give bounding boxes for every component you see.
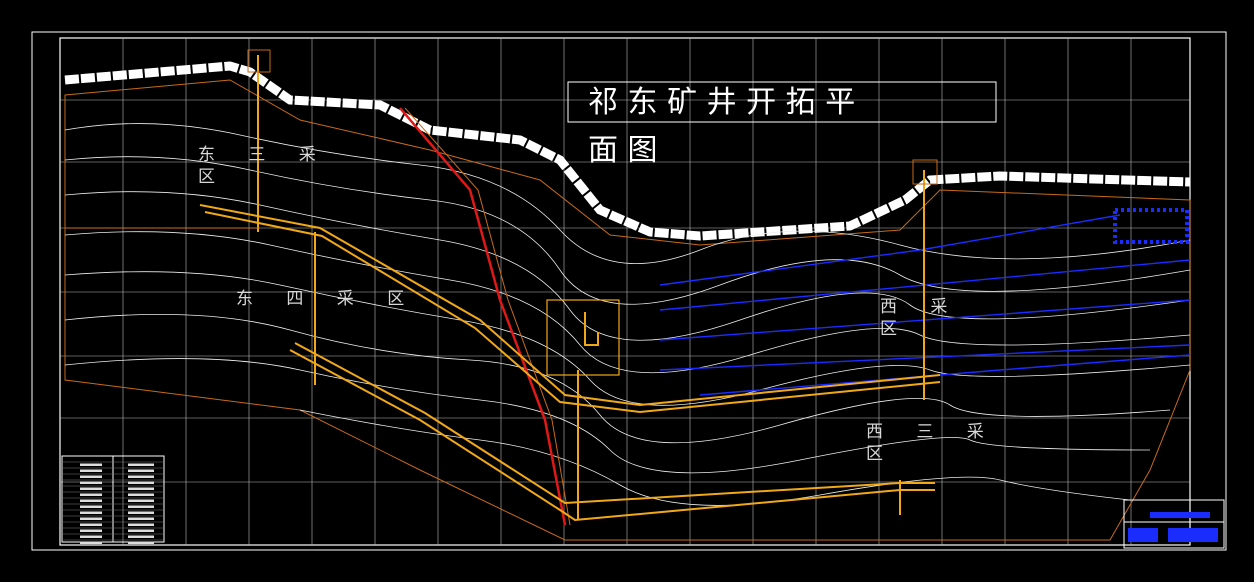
legend-cell [80, 541, 102, 544]
area-label: 西 三 采 [866, 422, 998, 442]
area-labels: 东 三 采区东 四 采 区西 采区西 三 采区 [198, 145, 998, 464]
legend-cell [80, 499, 102, 502]
legend-cell [128, 535, 154, 538]
legend-cell [80, 475, 102, 478]
contour [64, 358, 1151, 474]
legend-cell [80, 523, 102, 526]
area-label: 西 采 [880, 297, 961, 317]
fault-edge [404, 107, 571, 526]
contour [64, 156, 1191, 305]
legend-cell [128, 505, 154, 508]
contours [64, 123, 1191, 506]
legend-cell [80, 505, 102, 508]
legend-cell [128, 517, 154, 520]
area-label: 东 四 采 区 [236, 289, 418, 309]
shaft-yard-road [584, 312, 599, 346]
legend-cell [128, 529, 154, 532]
legend-cell [80, 481, 102, 484]
legend-cell [80, 463, 102, 466]
legend-cell [80, 487, 102, 490]
legend-cell [128, 487, 154, 490]
contour [64, 313, 1171, 444]
legend-table [61, 455, 165, 544]
legend-cell [128, 463, 154, 466]
roadway [289, 349, 935, 522]
roadways [65, 49, 941, 522]
title-block [1123, 499, 1225, 549]
legend-cell [128, 541, 154, 544]
legend-cell [128, 481, 154, 484]
area-label: 区 [880, 319, 911, 339]
outer-frame [31, 31, 1227, 551]
surface-boundary [64, 61, 1191, 241]
shaft-frame [912, 159, 938, 185]
shaft-frame [247, 49, 271, 73]
legend-cell [80, 535, 102, 538]
title-line: 面 图 [588, 133, 658, 168]
blue-line [699, 354, 1191, 396]
roadway [204, 211, 941, 414]
area-label: 东 三 采 [198, 145, 330, 165]
contour [64, 123, 1191, 265]
legend-cell [128, 523, 154, 526]
title-box [567, 81, 997, 123]
legend-cell [128, 499, 154, 502]
legend-cell [80, 469, 102, 472]
contour [64, 191, 1191, 341]
legend-cell [80, 493, 102, 496]
legend-cell [80, 517, 102, 520]
blue-line [659, 214, 1121, 286]
shaft-yard [546, 299, 620, 376]
legend-cell [128, 493, 154, 496]
fault [399, 107, 567, 526]
mining-boundary [64, 79, 1191, 541]
legend-cell [128, 511, 154, 514]
area-label: 区 [198, 167, 229, 187]
legend-cell [80, 529, 102, 532]
area-label: 区 [866, 444, 897, 464]
blue-block [1113, 208, 1189, 244]
contour [299, 409, 1131, 506]
roadway [294, 342, 935, 505]
roadway [199, 204, 941, 407]
contour [64, 271, 1191, 406]
title-line: 祁 东 矿 井 开 拓 平 [588, 85, 855, 120]
contour [64, 231, 1191, 374]
legend-cell [80, 511, 102, 514]
legend-cell [128, 475, 154, 478]
legend-cell [128, 469, 154, 472]
